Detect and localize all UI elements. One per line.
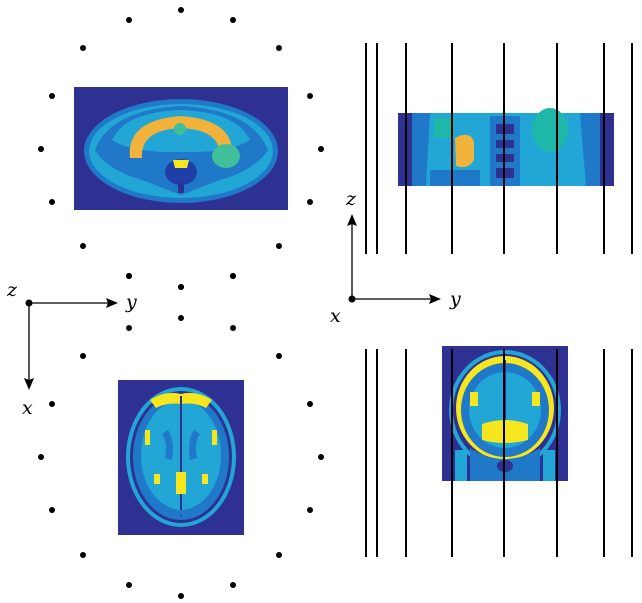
axis-label-y-left: y <box>125 291 137 313</box>
sample-dot <box>178 284 184 290</box>
sample-dot <box>276 552 282 558</box>
axis-label-x-left: x <box>22 397 33 419</box>
arrow-right-icon <box>106 298 118 308</box>
sample-dot <box>230 582 236 588</box>
sample-dot <box>49 507 55 513</box>
sample-dot <box>126 325 132 331</box>
mri-torso-coronal-slice <box>398 108 614 186</box>
abdomen-axial-panel <box>38 7 324 290</box>
sample-dot <box>307 401 313 407</box>
arrow-up-icon <box>347 214 357 226</box>
sample-dot <box>276 353 282 359</box>
sample-dot <box>126 17 132 23</box>
brain-sampling-lines <box>365 349 633 557</box>
arrow-right-icon <box>429 294 441 304</box>
sample-dot <box>80 353 86 359</box>
torso-sampling-lines <box>365 43 633 254</box>
brain-coronal-panel <box>365 346 633 557</box>
sample-dot <box>178 593 184 599</box>
sample-dot <box>80 45 86 51</box>
sample-dot <box>178 315 184 321</box>
arrow-down-icon <box>24 378 34 390</box>
sample-dot <box>49 93 55 99</box>
brain-sampling-dots <box>38 273 324 599</box>
sample-dot <box>178 7 184 13</box>
sample-dot <box>38 146 44 152</box>
axis-label-y-right: y <box>449 288 461 310</box>
axis-label-z-right: z <box>345 188 357 210</box>
left-coordinate-axes: z y x <box>6 279 137 419</box>
sample-dot <box>230 273 236 279</box>
right-coordinate-axes: z y x <box>330 188 461 327</box>
sample-dot <box>38 454 44 460</box>
sample-dot <box>307 93 313 99</box>
sample-dot <box>80 552 86 558</box>
sample-dot <box>318 146 324 152</box>
sample-dot <box>276 45 282 51</box>
mri-abdomen-axial-slice <box>74 87 288 210</box>
sample-dot <box>49 401 55 407</box>
sample-dot <box>307 199 313 205</box>
sample-dot <box>126 273 132 279</box>
torso-coronal-panel <box>365 43 633 254</box>
sample-dot <box>307 507 313 513</box>
sample-dot <box>276 243 282 249</box>
brain-axial-panel <box>38 273 324 599</box>
mri-brain-axial-slice <box>118 380 244 535</box>
axis-label-z-left: z <box>6 279 18 301</box>
axis-label-x-right: x <box>330 305 341 327</box>
sample-dot <box>49 199 55 205</box>
sample-dot <box>230 17 236 23</box>
sample-dot <box>126 582 132 588</box>
sample-dot <box>80 243 86 249</box>
sample-dot <box>230 325 236 331</box>
sample-dot <box>318 454 324 460</box>
